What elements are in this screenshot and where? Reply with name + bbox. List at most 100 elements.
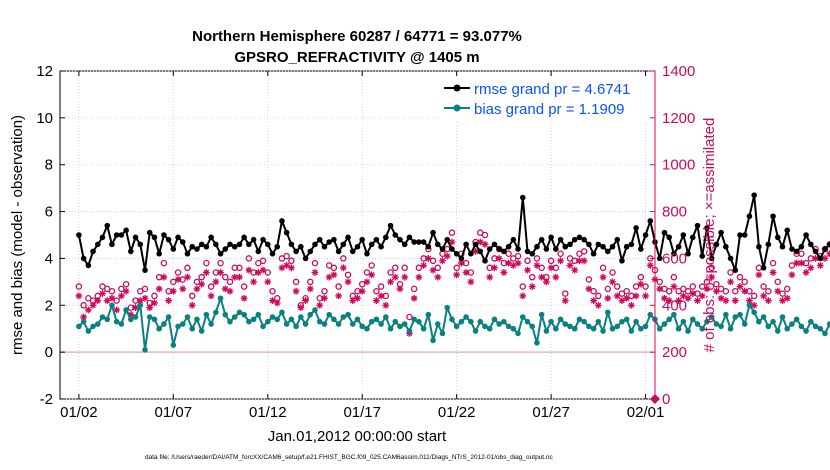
bias-point xyxy=(614,323,621,330)
asterisk-stroke xyxy=(264,279,271,285)
asterisk-stroke xyxy=(737,283,743,290)
obs-possible-point xyxy=(750,292,758,300)
rmse-point xyxy=(184,250,191,257)
bias-point xyxy=(590,325,597,332)
obs-assimilated-point xyxy=(434,273,442,281)
bias-point xyxy=(288,316,295,323)
bias-point xyxy=(104,316,111,323)
asterisk-stroke xyxy=(94,297,101,304)
rmse-point xyxy=(699,253,706,259)
asterisk-stroke xyxy=(382,302,389,309)
asterisk-stroke xyxy=(647,262,654,269)
asterisk-stroke xyxy=(340,264,347,271)
rmse-point xyxy=(486,246,493,252)
bias-point xyxy=(713,321,720,327)
asterisk-stroke xyxy=(727,279,734,285)
obs-assimilated-point xyxy=(448,238,456,246)
obs-assimilated-point xyxy=(278,264,286,272)
obs-possible-point xyxy=(732,287,739,295)
rmse-point xyxy=(463,241,469,248)
asterisk-stroke xyxy=(184,274,191,281)
bias-point xyxy=(760,314,767,320)
bias-point xyxy=(345,311,351,318)
asterisk-stroke xyxy=(642,293,649,299)
asterisk-stroke xyxy=(198,281,205,288)
obs-possible-point xyxy=(609,269,616,276)
asterisk-stroke xyxy=(222,286,229,292)
rmse-point xyxy=(505,243,512,250)
obs-possible-point xyxy=(368,262,375,269)
rmse-point xyxy=(288,241,295,248)
rmse-point xyxy=(808,241,814,248)
asterisk-stroke xyxy=(609,279,616,285)
rmse-point xyxy=(128,248,134,255)
rmse-point xyxy=(529,250,536,257)
asterisk-stroke xyxy=(784,295,791,302)
bias-point xyxy=(666,316,672,323)
rmse-point xyxy=(779,243,786,250)
asterisk-stroke xyxy=(241,295,248,302)
bias-point xyxy=(600,328,606,334)
bias-point xyxy=(425,311,432,318)
bias-point xyxy=(236,309,243,316)
obs-possible-point xyxy=(580,248,588,255)
bias-point xyxy=(90,323,96,330)
bias-point xyxy=(737,311,743,318)
bias-point xyxy=(227,318,233,325)
obs-assimilated-point xyxy=(321,294,328,302)
asterisk-stroke xyxy=(430,267,436,273)
rmse-point xyxy=(283,229,290,236)
bias-point xyxy=(812,323,819,330)
obs-assimilated-point xyxy=(694,297,701,304)
y-right-tick-label: 600 xyxy=(662,250,687,267)
asterisk-stroke xyxy=(123,288,129,295)
obs-assimilated-point xyxy=(358,287,366,295)
x-axis-label: Jan.01,2012 00:00:00 start xyxy=(268,428,447,445)
asterisk-stroke xyxy=(600,274,606,281)
asterisk-stroke xyxy=(571,267,578,273)
bias-point xyxy=(274,316,281,323)
rmse-point xyxy=(661,229,668,236)
rmse-point xyxy=(434,241,441,248)
obs-assimilated-point xyxy=(561,297,569,304)
obs-possible-point xyxy=(283,252,290,260)
bias-point xyxy=(661,321,668,327)
asterisk-stroke xyxy=(765,297,772,304)
rmse-point xyxy=(449,246,455,252)
rmse-point xyxy=(406,234,413,241)
asterisk-stroke xyxy=(656,286,663,292)
asterisk-stroke xyxy=(146,304,153,311)
bias-point xyxy=(803,328,809,334)
obs-possible-point xyxy=(783,285,791,293)
bias-point xyxy=(519,314,526,320)
obs-possible-point xyxy=(769,259,777,267)
obs-possible-point xyxy=(307,278,314,286)
obs-assimilated-point xyxy=(566,262,574,269)
bias-point xyxy=(250,316,257,323)
obs-assimilated-point xyxy=(387,278,394,286)
rmse-point xyxy=(534,243,540,250)
rmse-point xyxy=(756,243,762,250)
series-rmse xyxy=(76,192,830,273)
asterisk-stroke xyxy=(326,274,333,281)
legend-rmse-label: rmse grand pr = 4.6741 xyxy=(474,81,630,98)
bias-point xyxy=(463,314,469,320)
rmse-point xyxy=(685,250,691,257)
obs-possible-point xyxy=(344,271,352,279)
asterisk-stroke xyxy=(699,293,706,299)
asterisk-stroke xyxy=(444,253,451,259)
obs-assimilated-point xyxy=(599,273,607,281)
bias-point xyxy=(316,318,323,325)
obs-possible-point xyxy=(774,278,782,286)
x-tick-label: 02/01 xyxy=(627,404,665,421)
rmse-point xyxy=(217,250,224,257)
rmse-point xyxy=(85,262,92,269)
rmse-point xyxy=(519,194,526,201)
bias-point xyxy=(642,323,649,330)
asterisk-stroke xyxy=(779,297,786,304)
rmse-point xyxy=(760,265,767,271)
bias-point xyxy=(543,328,550,334)
rmse-point xyxy=(401,241,408,248)
obs-assimilated-point xyxy=(179,285,187,293)
asterisk-stroke xyxy=(293,288,299,295)
